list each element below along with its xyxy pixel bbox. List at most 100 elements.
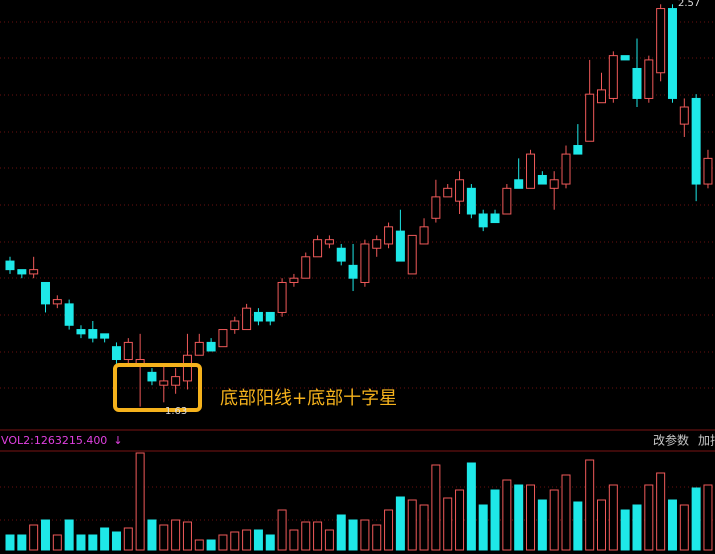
volume-bar [253, 529, 263, 551]
volume-bar [29, 524, 39, 551]
candle-body [230, 320, 240, 331]
button[interactable]: 加指 [698, 433, 715, 448]
volume-bar [691, 487, 701, 551]
candle-body [620, 55, 630, 61]
volume-bar [111, 531, 121, 551]
candle-body [632, 67, 642, 99]
volume-bar [608, 484, 618, 551]
indicator-arrow: ↓ [113, 434, 122, 447]
volume-bar [455, 489, 465, 551]
candle-body [17, 269, 27, 275]
volume-bar [301, 521, 311, 551]
candle-body [384, 226, 394, 245]
candle-body [29, 269, 39, 275]
candle-body [466, 187, 476, 215]
candle-body [52, 299, 62, 305]
candle-body [218, 329, 228, 348]
candle-body [277, 281, 287, 313]
candle-body [443, 187, 453, 198]
volume-bar [194, 539, 204, 551]
candle-body [407, 234, 417, 275]
volume-bar [135, 452, 145, 551]
volume-bar [561, 474, 571, 551]
candle-body [336, 247, 346, 262]
candle-body [194, 341, 204, 356]
candle-body [64, 303, 74, 326]
candle-body [40, 281, 50, 305]
candle-body [597, 89, 606, 104]
volume-bar [17, 534, 27, 551]
candle-body [253, 311, 263, 322]
volume-bar [147, 519, 157, 551]
volume-bar [360, 519, 370, 551]
volume-bar [407, 499, 417, 551]
candle-body [419, 226, 429, 245]
indicator-value: 1263215.400 [34, 434, 107, 447]
candle-body [490, 213, 500, 224]
candle-body [691, 97, 701, 185]
candle-body [549, 179, 559, 189]
volume-bar [384, 509, 394, 551]
volume-bar [466, 462, 476, 551]
candle-body [608, 55, 618, 99]
volume-bar [419, 504, 429, 551]
volume-bar [88, 534, 98, 551]
candle-body [348, 264, 358, 279]
candles [5, 4, 713, 407]
candle-body [5, 260, 15, 271]
candle-body [242, 307, 252, 331]
volume-bar [324, 529, 334, 551]
candle-body [324, 239, 334, 245]
candle-body [289, 277, 299, 283]
volume-bar [514, 484, 524, 551]
volume-bar [537, 499, 547, 551]
volume-bar [40, 519, 50, 551]
annotation: 底部阳线+底部十字星 [220, 388, 397, 409]
highlight-box [113, 363, 202, 412]
volume-bar [478, 504, 488, 551]
high-label: 2.57 [678, 0, 700, 9]
volume-bar [159, 524, 169, 551]
volume-bar [585, 459, 595, 551]
candle-body [455, 179, 465, 202]
volume-bar [242, 529, 252, 551]
volume-bar [526, 484, 536, 551]
candle-body [206, 341, 216, 352]
volume-bar [336, 514, 346, 551]
candle-body [171, 376, 181, 386]
candle-body [360, 243, 370, 283]
candle-body [667, 8, 677, 99]
candle-body [561, 153, 571, 185]
candle-body [573, 145, 583, 155]
volume-bar [313, 521, 323, 551]
indicator-label: VOL2:1263215.400 ↓ [1, 434, 123, 447]
candle-body [159, 380, 169, 386]
volume-bar [549, 489, 559, 551]
volume-bar [348, 519, 358, 551]
volume-bar [265, 534, 275, 551]
candle-body [88, 329, 98, 339]
volume-bar [277, 509, 287, 551]
candle-body [123, 341, 133, 361]
button[interactable]: 改参数 [653, 433, 689, 448]
candle-body [431, 196, 441, 219]
candle-body [313, 239, 323, 258]
candle-body [100, 333, 110, 339]
candle-body [656, 8, 666, 74]
candle-body [182, 354, 192, 382]
low-label: 1.63 [165, 406, 187, 417]
volume-bars [5, 452, 713, 551]
grid [0, 21, 715, 521]
candle-body [703, 157, 713, 185]
candle-body [301, 256, 311, 279]
volume-bar [395, 496, 405, 551]
volume-bar [490, 489, 500, 551]
indicator-name: VOL2: [1, 434, 34, 447]
candle-body [147, 371, 157, 382]
volume-bar [667, 499, 677, 551]
volume-bar [100, 527, 110, 551]
volume-bar [679, 504, 689, 551]
candle-body [585, 93, 595, 142]
volume-bar [431, 464, 441, 551]
